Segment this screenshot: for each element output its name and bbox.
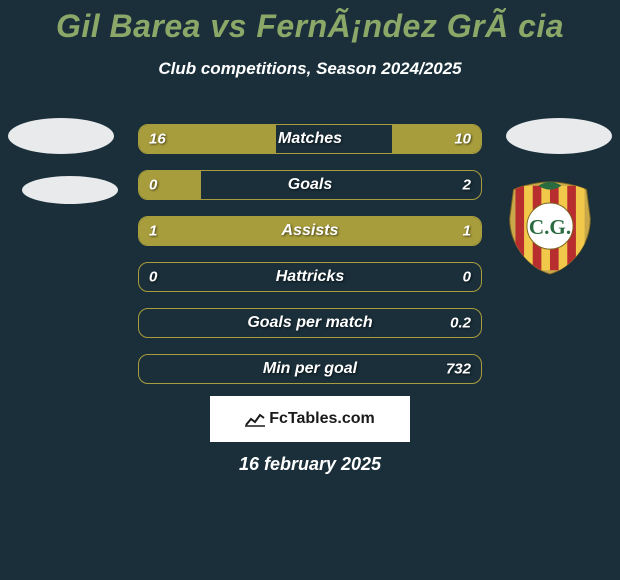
stat-value-right: 10 [454, 131, 471, 148]
stat-label: Goals per match [139, 314, 481, 332]
stat-row: Goals per match0.2 [138, 308, 482, 338]
stat-value-right: 2 [463, 177, 471, 194]
stat-label: Goals [139, 176, 481, 194]
stat-row: Matches16 10 [138, 124, 482, 154]
footer-brand-badge: FcTables.com [210, 396, 410, 442]
player-left-shape-2 [22, 176, 118, 204]
stat-label: Assists [139, 222, 481, 240]
stat-value-left: 16 [149, 131, 166, 148]
stat-row: Hattricks0 0 [138, 262, 482, 292]
stat-value-right: 732 [446, 361, 471, 378]
footer-brand-text: FcTables.com [269, 410, 375, 428]
stat-label: Hattricks [139, 268, 481, 286]
chart-icon [245, 411, 265, 427]
comparison-title: Gil Barea vs FernÃ¡ndez GrÃ cia [0, 0, 620, 45]
stat-value-left: 0 [149, 269, 157, 286]
stat-value-right: 0.2 [450, 315, 471, 332]
stats-container: Matches1610Goals02Assists11Hattricks00Go… [138, 124, 482, 400]
club-badge-right: C.G. [502, 180, 598, 276]
stat-row: Assists1 1 [138, 216, 482, 246]
player-right-shape-1 [506, 118, 612, 154]
stat-value-left: 0 [149, 177, 157, 194]
stat-row: Min per goal732 [138, 354, 482, 384]
date-text: 16 february 2025 [0, 454, 620, 475]
stat-value-left: 1 [149, 223, 157, 240]
stat-row: Goals0 2 [138, 170, 482, 200]
stat-label: Matches [139, 130, 481, 148]
stat-label: Min per goal [139, 360, 481, 378]
stat-value-right: 0 [463, 269, 471, 286]
stat-value-right: 1 [463, 223, 471, 240]
player-left-shape-1 [8, 118, 114, 154]
comparison-subtitle: Club competitions, Season 2024/2025 [0, 59, 620, 79]
svg-text:C.G.: C.G. [529, 215, 571, 239]
